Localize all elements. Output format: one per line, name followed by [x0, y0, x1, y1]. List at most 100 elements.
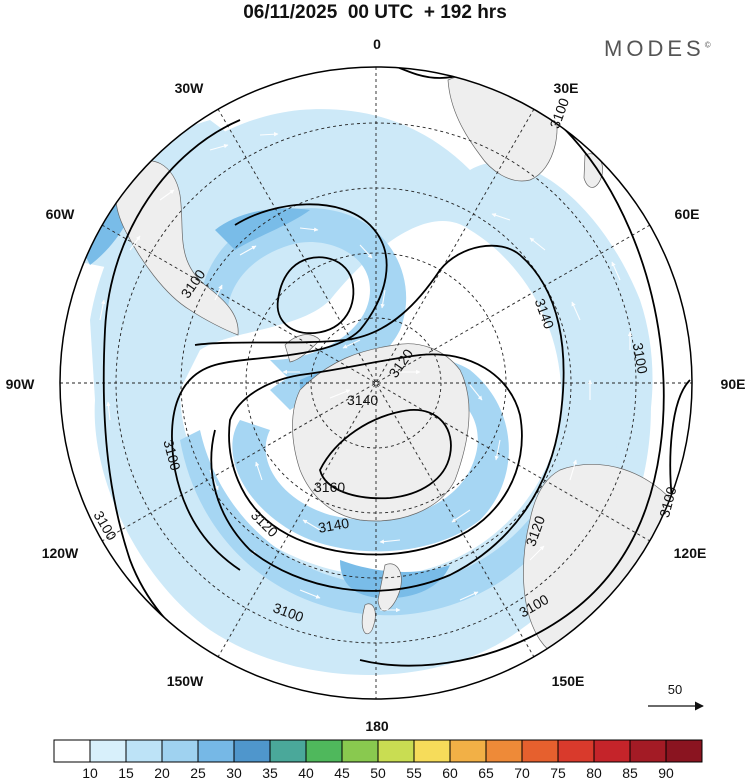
longitude-labels: 0 30E 60E 90E 120E 150E 180 150W 120W 90… [6, 36, 746, 734]
map-content [60, 67, 692, 699]
wind-vector [569, 459, 577, 481]
contour-3100-east [359, 89, 665, 667]
lon-label-90w: 90W [6, 376, 36, 392]
colorbar-tick-label: 55 [406, 765, 422, 781]
colorbar-swatches [53, 739, 703, 763]
wind-vector [159, 189, 175, 201]
wind-vector [529, 237, 546, 251]
colorbar-swatch [449, 739, 487, 763]
colorbar-swatch [593, 739, 631, 763]
contour-label: 3100 [630, 341, 651, 375]
colorbar-tick-label: 40 [298, 765, 314, 781]
wind-vector [491, 213, 511, 221]
wind-vector [379, 539, 401, 544]
reference-vector: 50 [648, 682, 704, 711]
wind-vector [342, 339, 361, 349]
colorbar-tick-label: 45 [334, 765, 350, 781]
antarctica-landmass [292, 343, 470, 522]
lon-label-30w: 30W [175, 80, 205, 96]
wind-vector [359, 244, 373, 259]
colorbar-labels: 10 15 20 25 30 35 40 45 50 55 60 65 70 75 80 85 90 [82, 765, 674, 781]
wind-vector [259, 132, 279, 137]
colorbar-swatch [629, 739, 667, 763]
shade-east-band [490, 200, 651, 520]
colorbar-tick-label: 80 [586, 765, 602, 781]
map-title: 06/11/2025 00 UTC + 192 hrs [243, 2, 507, 23]
lon-label-0: 0 [373, 36, 381, 52]
lon-label-60e: 60E [675, 206, 700, 222]
contour-label: 3100 [546, 96, 572, 131]
wind-vector [99, 299, 106, 321]
colorbar-tick-label: 85 [622, 765, 638, 781]
wind-vector [129, 235, 141, 251]
colorbar-swatch [125, 739, 163, 763]
reference-vector-label: 50 [668, 682, 682, 697]
lat-lon-grid [60, 67, 692, 699]
lon-label-60w: 60W [46, 206, 76, 222]
contour-3140-ring [228, 353, 523, 556]
contour-3160-high [319, 409, 452, 500]
colorbar-swatch [233, 739, 271, 763]
colorbar-swatch [557, 739, 595, 763]
lon-label-180: 180 [365, 718, 389, 734]
contour-3100-west [171, 203, 388, 571]
colorbar-tick-label: 65 [478, 765, 494, 781]
wind-vector [299, 589, 321, 599]
map-boundary [59, 66, 693, 700]
contour-3100-cutoff-low [276, 256, 355, 334]
colorbar-swatch [521, 739, 559, 763]
colorbar-tick-label: 50 [370, 765, 386, 781]
lon-label-90e: 90E [721, 376, 746, 392]
modes-logo: MODES© [604, 36, 711, 61]
south-america-landmass [115, 160, 239, 336]
contour-3120-main [194, 244, 565, 592]
wind-vector [299, 227, 319, 232]
colorbar-tick-label: 90 [658, 765, 674, 781]
contour-label: 3140 [317, 515, 351, 536]
colorbar-tick-label: 75 [550, 765, 566, 781]
wind-vector [469, 384, 483, 401]
contour-label: 3100 [656, 485, 680, 519]
colorbar-swatch [197, 739, 235, 763]
wind-vector [239, 245, 257, 256]
colorbar-swatch [665, 739, 703, 763]
colorbar-tick-label: 10 [82, 765, 98, 781]
colorbar-swatch [161, 739, 199, 763]
colorbar-swatch [305, 739, 343, 763]
wind-vector [255, 461, 263, 481]
land-masses [115, 73, 691, 667]
wind-vector [451, 509, 471, 523]
colorbar-swatch [377, 739, 415, 763]
colorbar-swatch [89, 739, 127, 763]
colorbar-tick-label: 60 [442, 765, 458, 781]
wind-vector [494, 439, 501, 461]
colorbar-tick-label: 15 [118, 765, 134, 781]
wind-vector [302, 519, 321, 531]
wind-vector [209, 143, 229, 151]
colorbar-swatch [413, 739, 451, 763]
colorbar-tick-label: 70 [514, 765, 530, 781]
colorbar-swatch [53, 739, 91, 763]
colorbar-tick-label: 20 [154, 765, 170, 781]
colorbar-tick-label: 35 [262, 765, 278, 781]
lon-label-150e: 150E [552, 673, 585, 689]
lon-label-30e: 30E [554, 80, 579, 96]
new-zealand-landmass [361, 563, 402, 635]
wind-vectors [99, 132, 633, 613]
wind-vector [529, 545, 545, 561]
lon-label-150w: 150W [167, 673, 204, 689]
wind-vector [329, 389, 351, 399]
colorbar-swatch [341, 739, 379, 763]
lon-label-120e: 120E [674, 545, 707, 561]
colorbar-tick-label: 25 [190, 765, 206, 781]
wind-vector [571, 301, 581, 321]
lon-label-120w: 120W [42, 545, 79, 561]
contour-label: 3140 [347, 392, 378, 408]
contour-label: 3100 [160, 438, 184, 472]
wind-vector [214, 284, 223, 301]
polar-stereographic-map: 3100 3120 3140 3160 3140 3100 3120 3140 … [6, 36, 746, 734]
colorbar-tick-label: 30 [226, 765, 242, 781]
colorbar-swatch [485, 739, 523, 763]
wind-vector [611, 261, 621, 281]
shade-core-ring [215, 208, 310, 250]
